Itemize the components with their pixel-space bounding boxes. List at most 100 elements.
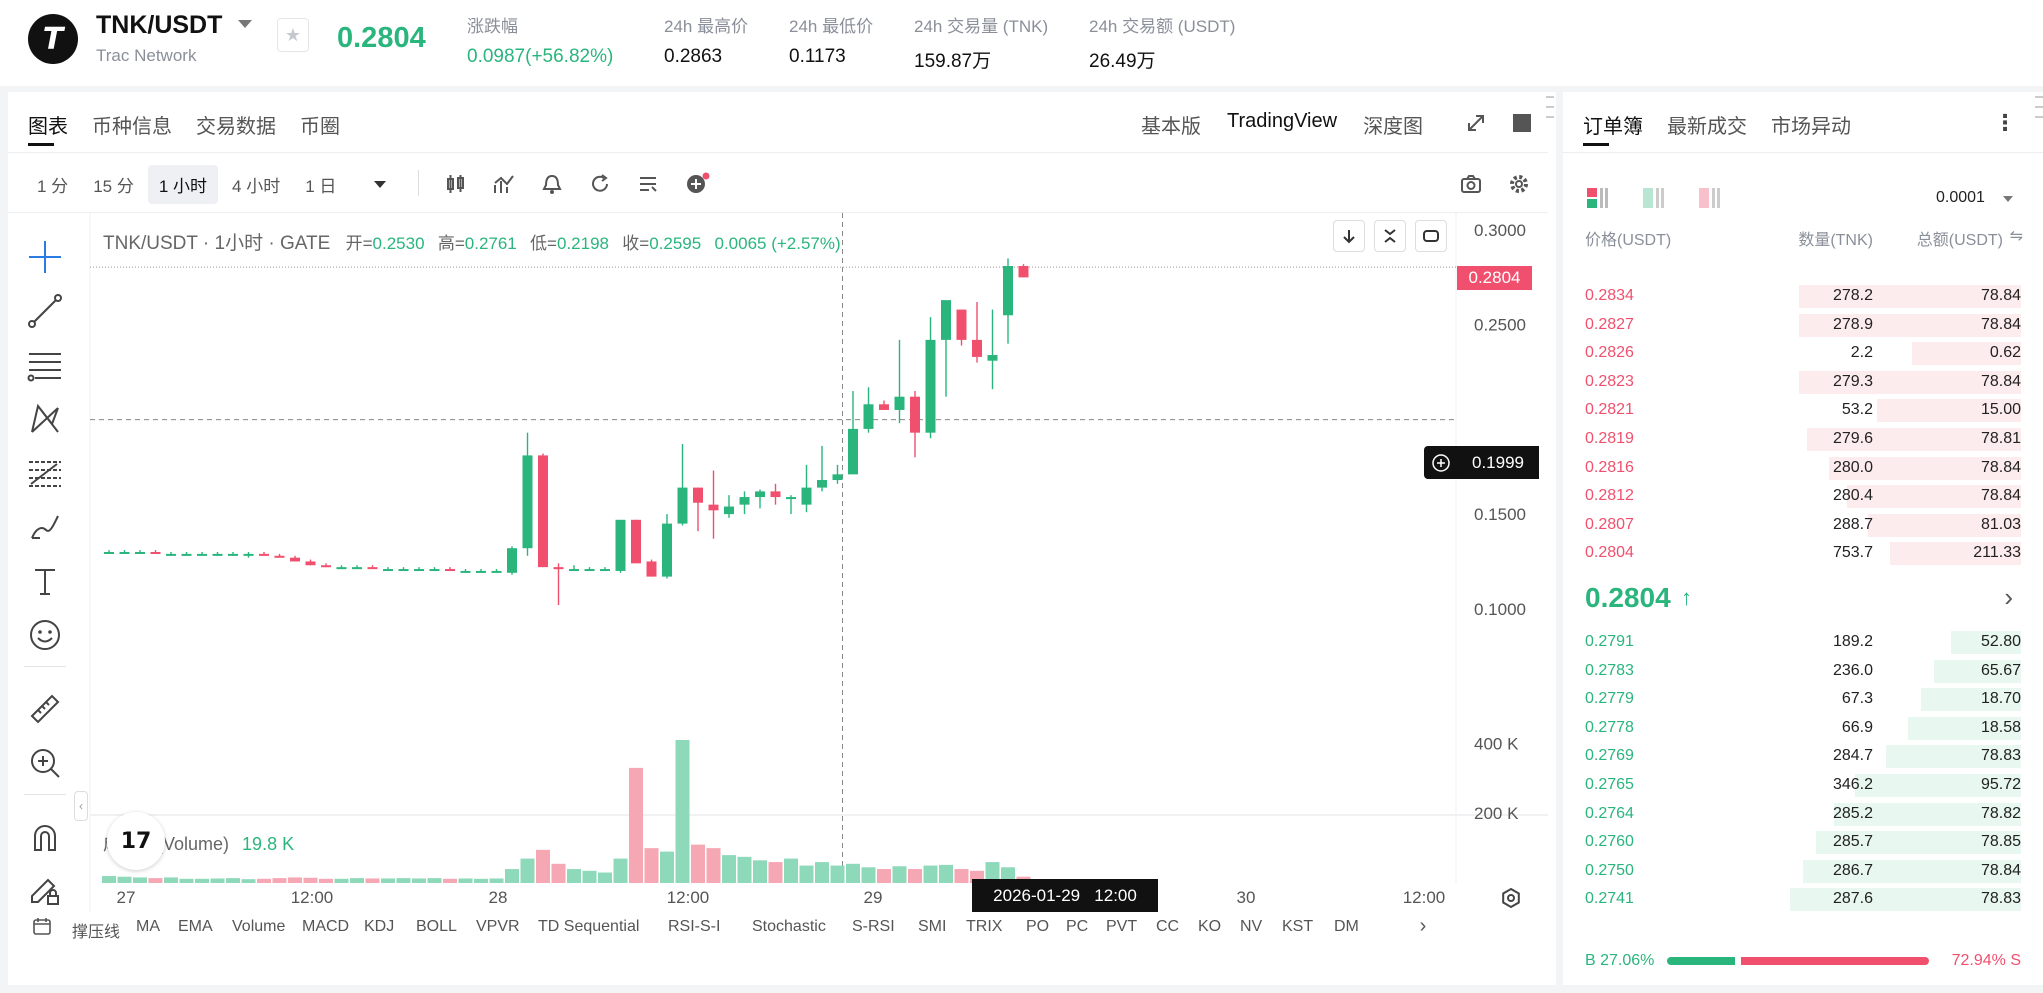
indicator-16[interactable]: PVT: [1106, 918, 1138, 935]
indicator-18[interactable]: KO: [1198, 918, 1222, 935]
indicator-14[interactable]: PO: [1026, 918, 1050, 935]
emoji-icon[interactable]: [26, 616, 64, 654]
add-indicator-icon[interactable]: [683, 169, 713, 199]
tab-latest-trades[interactable]: 最新成交: [1667, 116, 1747, 138]
bid-row[interactable]: 0.2764 285.2 78.82: [1563, 800, 2043, 828]
timeframe-1d[interactable]: 1 日: [305, 176, 337, 196]
gear-icon[interactable]: [1506, 171, 1532, 197]
price-chart[interactable]: 0.3000 0.2500 0.1500 0.1000 400 K 200 K 27 12:0…: [8, 213, 1548, 913]
add-order-plus-icon[interactable]: [1424, 446, 1458, 479]
view-depth[interactable]: 深度图: [1363, 116, 1424, 138]
indicator-19[interactable]: NV: [1240, 918, 1263, 935]
ask-row[interactable]: 0.2812 280.4 78.84: [1563, 482, 2043, 510]
favorite-star-icon[interactable]: ★: [277, 18, 309, 52]
pattern-icon[interactable]: [26, 400, 64, 438]
indicator-15[interactable]: PC: [1066, 918, 1089, 935]
tab-trade-data[interactable]: 交易数据: [196, 116, 276, 138]
bid-row[interactable]: 0.2741 287.6 78.83: [1563, 885, 2043, 913]
auto-scale-icon[interactable]: [1415, 220, 1447, 252]
lock-drawing-icon[interactable]: [26, 872, 64, 910]
brush-icon[interactable]: [26, 508, 64, 546]
more-vertical-icon[interactable]: ⋮: [1994, 110, 2016, 135]
chevron-down-icon[interactable]: [238, 20, 252, 28]
indicator-5[interactable]: KDJ: [364, 918, 395, 935]
settings-list-icon[interactable]: [635, 171, 661, 197]
indicator-11[interactable]: S-RSI: [852, 918, 895, 935]
arrow-down-icon[interactable]: [1333, 220, 1365, 252]
pair-selector[interactable]: TNK/USDT: [96, 11, 223, 39]
timeframe-1m[interactable]: 1 分: [37, 176, 69, 196]
indicator-7[interactable]: VPVR: [476, 918, 520, 935]
indicator-9[interactable]: RSI-S-I: [668, 918, 721, 935]
ask-row[interactable]: 0.2821 53.2 15.00: [1563, 396, 2043, 424]
view-both-icon[interactable]: [1585, 186, 1613, 210]
bid-row[interactable]: 0.2778 66.9 18.58: [1563, 714, 2043, 742]
indicator-1[interactable]: MA: [136, 918, 160, 935]
tab-coin-info[interactable]: 币种信息: [92, 116, 172, 138]
swap-unit-icon[interactable]: ⇋: [2009, 228, 2023, 245]
bid-row[interactable]: 0.2783 236.0 65.67: [1563, 657, 2043, 685]
replay-icon[interactable]: [587, 171, 613, 197]
resize-handle[interactable]: [2035, 92, 2043, 122]
indicator-17[interactable]: CC: [1156, 918, 1180, 935]
indicator-13[interactable]: TRIX: [966, 918, 1003, 935]
ask-row[interactable]: 0.2816 280.0 78.84: [1563, 454, 2043, 482]
bid-row[interactable]: 0.2765 346.2 95.72: [1563, 771, 2043, 799]
indicator-12[interactable]: SMI: [918, 918, 947, 935]
tab-orderbook[interactable]: 订单簿: [1571, 92, 1655, 152]
view-basic[interactable]: 基本版: [1141, 116, 1201, 138]
indicator-2[interactable]: EMA: [178, 918, 213, 935]
indicator-8[interactable]: TD Sequential: [538, 918, 640, 935]
bid-row[interactable]: 0.2750 286.7 78.84: [1563, 857, 2043, 885]
fullscreen-icon[interactable]: [1461, 108, 1491, 138]
timeframe-1h[interactable]: 1 小时: [147, 164, 219, 204]
alert-icon[interactable]: [539, 171, 565, 197]
indicator-10[interactable]: Stochastic: [752, 918, 826, 935]
collapse-icon[interactable]: [1374, 220, 1406, 252]
camera-icon[interactable]: [1458, 171, 1484, 197]
indicator-icon[interactable]: [491, 171, 517, 197]
crosshair-icon[interactable]: [26, 238, 64, 276]
indicator-4[interactable]: MACD: [302, 918, 350, 935]
chevron-down-icon[interactable]: [2003, 196, 2013, 202]
bid-row[interactable]: 0.2791 189.2 52.80: [1563, 628, 2043, 656]
chevron-right-icon[interactable]: ›: [1419, 914, 1427, 937]
tradingview-logo[interactable]: 𝟭𝟳: [107, 812, 165, 870]
timeframe-15m[interactable]: 15 分: [93, 176, 134, 196]
layout-icon[interactable]: [1509, 110, 1535, 136]
calendar-icon[interactable]: [30, 914, 54, 938]
ask-row[interactable]: 0.2804 753.7 211.33: [1563, 539, 2043, 567]
ask-row[interactable]: 0.2826 2.2 0.62: [1563, 339, 2043, 367]
ruler-icon[interactable]: [26, 690, 64, 728]
indicator-0[interactable]: 撑压线: [72, 924, 121, 941]
bid-row[interactable]: 0.2779 67.3 18.70: [1563, 685, 2043, 713]
collapse-toolbar-icon[interactable]: ‹: [74, 791, 88, 821]
view-bids-icon[interactable]: [1641, 186, 1669, 210]
timezone-gear-icon[interactable]: [1498, 885, 1524, 911]
view-tradingview[interactable]: TradingView: [1227, 110, 1338, 132]
tab-market-movers[interactable]: 市场异动: [1771, 116, 1851, 138]
horizontal-lines-icon[interactable]: [26, 346, 64, 384]
zoom-in-icon[interactable]: [26, 744, 64, 782]
ask-row[interactable]: 0.2807 288.7 81.03: [1563, 511, 2043, 539]
chevron-right-icon[interactable]: ›: [2004, 582, 2013, 612]
candle-type-icon[interactable]: [443, 171, 469, 197]
ask-row[interactable]: 0.2834 278.2 78.84: [1563, 282, 2043, 310]
tab-chart[interactable]: 图表: [16, 92, 80, 152]
precision-select[interactable]: 0.0001: [1936, 189, 1985, 206]
resize-handle[interactable]: [1546, 92, 1554, 122]
fib-icon[interactable]: [26, 454, 64, 492]
ask-row[interactable]: 0.2823 279.3 78.84: [1563, 368, 2043, 396]
indicator-6[interactable]: BOLL: [416, 918, 457, 935]
bid-row[interactable]: 0.2769 284.7 78.83: [1563, 742, 2043, 770]
text-tool-icon[interactable]: [26, 562, 64, 600]
view-asks-icon[interactable]: [1697, 186, 1725, 210]
ask-row[interactable]: 0.2819 279.6 78.81: [1563, 425, 2043, 453]
trend-line-icon[interactable]: [26, 292, 64, 330]
timeframe-4h[interactable]: 4 小时: [232, 176, 281, 196]
indicator-21[interactable]: DM: [1334, 918, 1359, 935]
indicator-20[interactable]: KST: [1282, 918, 1314, 935]
magnet-icon[interactable]: [26, 818, 64, 856]
indicator-3[interactable]: Volume: [232, 918, 286, 935]
ask-row[interactable]: 0.2827 278.9 78.84: [1563, 311, 2043, 339]
